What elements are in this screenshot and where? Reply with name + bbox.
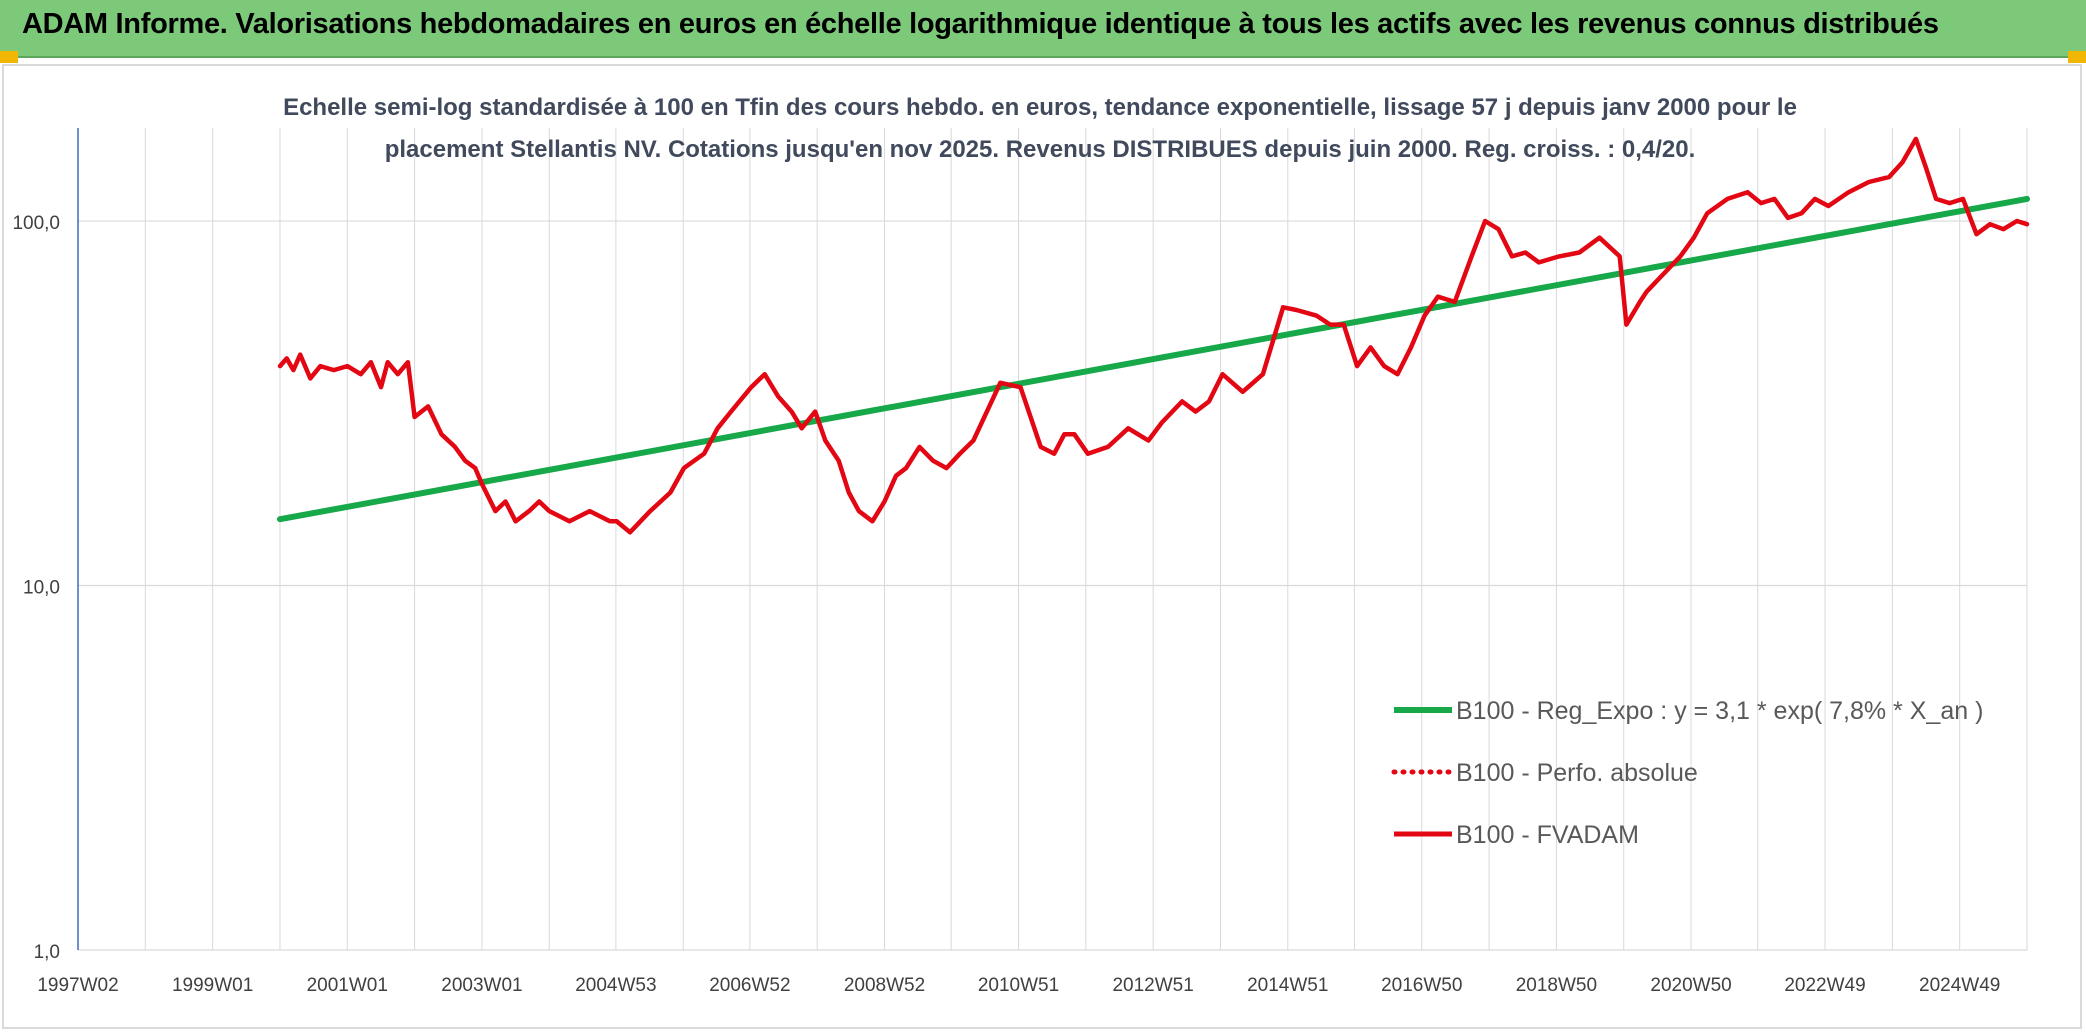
legend-label-1: B100 - Perfo. absolue [1456, 759, 1698, 787]
chart-title-line-2: placement Stellantis NV. Cotations jusqu… [385, 136, 1696, 163]
x-tick-label-4: 2004W53 [575, 975, 656, 996]
x-tick-label-2: 2001W01 [307, 975, 388, 996]
x-tick-label-0: 1997W02 [37, 975, 118, 996]
chart-legend: B100 - Reg_Expo : y = 3,1 * exp( 7,8% * … [1391, 697, 1983, 849]
report-title: ADAM Informe. Valorisations hebdomadaire… [22, 8, 1939, 40]
corner-marker-left [0, 51, 18, 63]
y-tick-label-2: 100,0 [12, 213, 60, 234]
x-tick-label-7: 2010W51 [978, 975, 1059, 996]
chart-frame [2, 64, 2082, 1029]
legend-label-0: B100 - Reg_Expo : y = 3,1 * exp( 7,8% * … [1456, 697, 1983, 725]
x-tick-label-10: 2016W50 [1381, 975, 1462, 996]
y-tick-label-1: 10,0 [23, 578, 60, 599]
series-line-2 [277, 136, 2030, 535]
x-tick-label-14: 2024W49 [1919, 975, 2000, 996]
series-layer [277, 136, 2030, 535]
x-tick-label-13: 2022W49 [1784, 975, 1865, 996]
x-tick-label-1: 1999W01 [172, 975, 253, 996]
y-tick-label-0: 1,0 [34, 942, 60, 963]
x-tick-label-9: 2014W51 [1247, 975, 1328, 996]
series-line-0 [277, 195, 2030, 523]
x-tick-label-6: 2008W52 [844, 975, 925, 996]
x-tick-label-5: 2006W52 [709, 975, 790, 996]
corner-marker-right [2068, 51, 2086, 63]
x-tick-label-12: 2020W50 [1650, 975, 1731, 996]
legend-label-2: B100 - FVADAM [1456, 821, 1639, 849]
chart-title-line-1: Echelle semi-log standardisée à 100 en T… [283, 94, 1797, 121]
report-banner: ADAM Informe. Valorisations hebdomadaire… [0, 0, 2086, 58]
x-tick-label-3: 2003W01 [441, 975, 522, 996]
x-axis-ticks: 1997W02 1999W01 2001W01 2003W01 2004W53 2006W… [37, 975, 2000, 996]
x-tick-label-11: 2018W50 [1516, 975, 1597, 996]
y-axis-ticks: 1,0 10,0 100,0 [12, 213, 60, 963]
x-tick-label-8: 2012W51 [1112, 975, 1193, 996]
